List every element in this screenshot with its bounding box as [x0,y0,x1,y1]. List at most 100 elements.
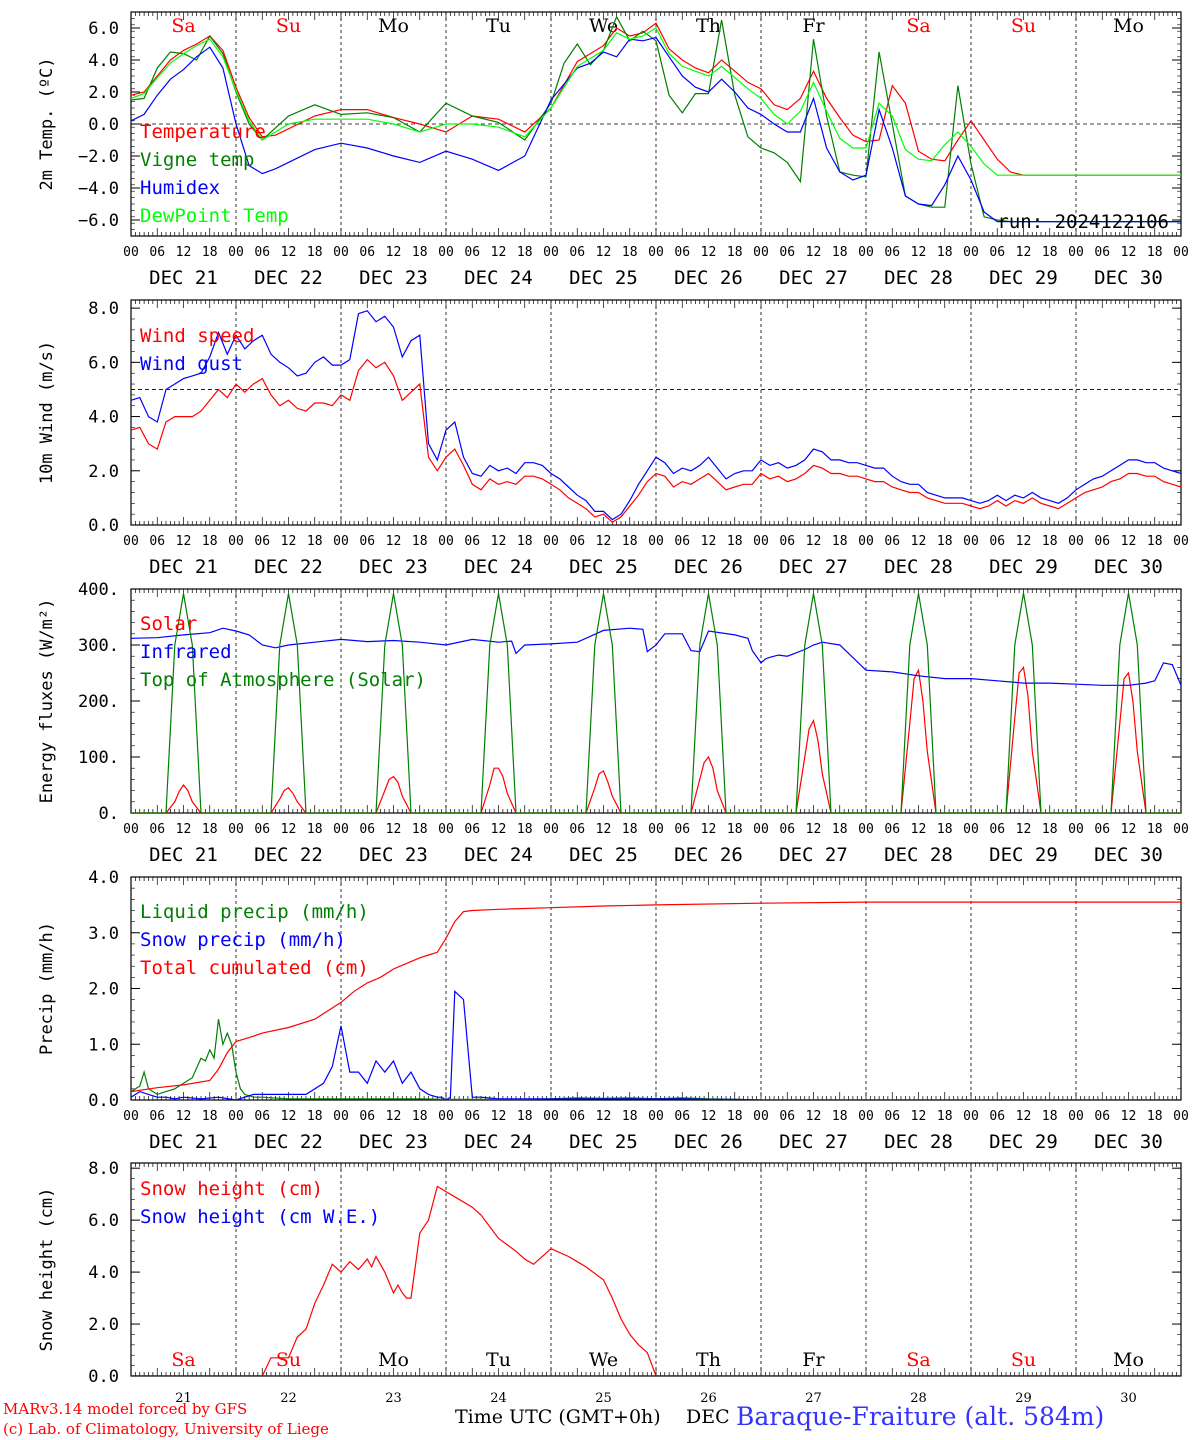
station-label: Baraque-Fraiture (alt. 584m) [736,1402,1105,1431]
x-date-label: DEC 28 [884,267,953,289]
x-hour-label: 06 [254,245,270,260]
x-date-label: DEC 23 [359,556,428,578]
x-hour-label: 12 [596,822,612,837]
x-hour-label: 00 [963,1109,979,1124]
x-hour-label: 18 [307,534,323,549]
legend-entry: Temperature [140,121,266,143]
x-hour-label: 18 [202,1109,218,1124]
y-tick-label: 6.0 [88,19,119,39]
x-hour-label: 00 [753,534,769,549]
x-hour-label: 00 [438,245,454,260]
x-hour-label: 06 [464,534,480,549]
x-hour-label: 06 [359,534,375,549]
x-date-label: DEC 21 [149,1131,218,1153]
x-hour-label: 18 [1042,1109,1058,1124]
x-date-label: DEC 26 [674,844,743,866]
x-hour-label: 12 [1121,822,1137,837]
x-hour-label: 06 [1094,1109,1110,1124]
x-hour-label: 06 [779,245,795,260]
x-date-label: DEC 27 [779,844,848,866]
x-hour-label: 18 [1042,534,1058,549]
x-day-number: 28 [910,1391,927,1406]
weekday-label: We [589,1349,618,1371]
x-hour-label: 00 [648,245,664,260]
weekday-label: Fr [802,15,825,37]
x-hour-label: 12 [281,245,297,260]
y-tick-label: 6.0 [88,353,119,373]
x-hour-label: 06 [149,822,165,837]
x-date-label: DEC 23 [359,1131,428,1153]
x-hour-label: 18 [517,822,533,837]
y-tick-label: 0.0 [88,115,119,135]
x-hour-label: 00 [123,1109,139,1124]
x-hour-label: 06 [989,822,1005,837]
x-date-label: DEC 25 [569,556,638,578]
x-date-label: DEC 27 [779,556,848,578]
x-date-label: DEC 22 [254,1131,323,1153]
weekday-label: Fr [802,1349,825,1371]
x-hour-label: 06 [254,822,270,837]
x-hour-label: 18 [517,1109,533,1124]
x-hour-label: 06 [779,534,795,549]
weekday-label: Sa [906,15,930,37]
x-hour-label: 00 [963,245,979,260]
x-hour-label: 00 [123,822,139,837]
x-hour-label: 00 [333,1109,349,1124]
x-hour-label: 12 [491,534,507,549]
x-hour-label: 06 [989,1109,1005,1124]
x-hour-label: 00 [123,245,139,260]
x-day-number: 21 [175,1391,192,1406]
x-hour-label: 12 [176,245,192,260]
x-date-label: DEC 30 [1094,556,1163,578]
x-hour-label: 18 [1147,245,1163,260]
x-hour-label: 18 [1147,1109,1163,1124]
x-hour-label: 12 [386,1109,402,1124]
y-tick-label: 6.0 [88,1211,119,1231]
x-hour-label: 00 [963,534,979,549]
x-date-label: DEC 26 [674,267,743,289]
legend-entry: Top of Atmosphere (Solar) [140,669,426,691]
y-tick-label: 0.0 [88,1367,119,1387]
x-hour-label: 00 [333,245,349,260]
x-hour-label: 06 [884,245,900,260]
x-hour-label: 00 [543,1109,559,1124]
x-hour-label: 06 [884,1109,900,1124]
x-hour-label: 12 [176,534,192,549]
legend-entry: Wind gust [140,353,243,375]
y-tick-label: 1.0 [88,1035,119,1055]
x-hour-label: 00 [1068,822,1084,837]
x-hour-label: 18 [622,534,638,549]
x-date-label: DEC 26 [674,556,743,578]
x-hour-label: 00 [1068,245,1084,260]
x-hour-label: 06 [1094,534,1110,549]
x-hour-label: 06 [149,245,165,260]
x-hour-label: 12 [1016,534,1032,549]
x-date-label: DEC 25 [569,1131,638,1153]
x-hour-label: 06 [359,245,375,260]
weekday-label: Sa [171,1349,195,1371]
x-date-label: DEC 22 [254,844,323,866]
x-hour-label: 18 [1147,534,1163,549]
x-date-label: DEC 27 [779,1131,848,1153]
x-day-number: 24 [490,1391,507,1406]
x-day-number: 25 [595,1391,612,1406]
x-hour-label: 18 [1147,822,1163,837]
y-tick-label: 0.0 [88,1091,119,1111]
x-hour-label: 00 [438,1109,454,1124]
x-hour-label: 00 [543,534,559,549]
x-hour-label: 12 [176,1109,192,1124]
x-hour-label: 18 [832,822,848,837]
y-tick-label: 8.0 [88,299,119,319]
series-line-blue [131,36,1181,223]
y-axis-title: Precip (mm/h) [37,922,57,1055]
legend-entry: DewPoint Temp [140,205,289,227]
series-line-green [131,15,1181,223]
legend-entry: Humidex [140,177,220,199]
weekday-label: Tu [486,15,511,37]
x-day-number: 30 [1120,1391,1137,1406]
panel-snow: 0.0 2.0 4.0 6.0 8.0 Snow height (cm) 21 22 23 24 2… [37,1159,1182,1406]
y-tick-label: 200. [78,692,119,712]
panel-temp: −6.0 −4.0 −2.0 0.0 2.0 4.0 6.0 2m Temp. (ºC) 00 0… [37,11,1189,289]
x-hour-label: 06 [1094,245,1110,260]
x-hour-label: 12 [176,822,192,837]
